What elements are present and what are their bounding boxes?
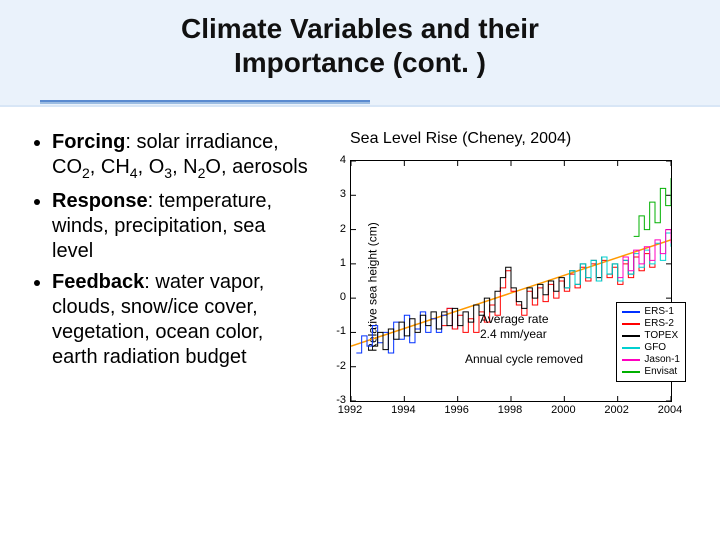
legend-swatch: [622, 347, 640, 349]
forcing-text-d: , N: [172, 156, 198, 178]
x-tick: 1996: [444, 404, 468, 416]
bullet-feedback: Feedback: water vapor, clouds, snow/ice …: [52, 270, 310, 370]
slide: Climate Variables and their Importance (…: [0, 0, 720, 540]
bullet-response: Response: temperature, winds, precipitat…: [52, 189, 310, 264]
bullet-forcing: Forcing: solar irradiance, CO2, CH4, O3,…: [52, 130, 310, 183]
x-tick: 1992: [338, 404, 362, 416]
legend-swatch: [622, 371, 640, 373]
legend-label: GFO: [644, 342, 666, 354]
x-tick: 1998: [498, 404, 522, 416]
title-line-1: Climate Variables and their: [181, 13, 539, 44]
legend-label: TOPEX: [644, 330, 678, 342]
x-tick: 2004: [658, 404, 682, 416]
x-tick: 2000: [551, 404, 575, 416]
forcing-label: Forcing: [52, 131, 125, 153]
legend-item: Envisat: [622, 366, 680, 378]
legend-label: ERS-1: [644, 306, 673, 318]
y-tick: 4: [316, 154, 346, 166]
slide-title: Climate Variables and their Importance (…: [0, 0, 720, 79]
x-tick: 1994: [391, 404, 415, 416]
forcing-text-e: O, aerosols: [205, 156, 307, 178]
annot-rate-1: Average rate: [480, 312, 549, 326]
body-columns: Forcing: solar irradiance, CO2, CH4, O3,…: [0, 130, 720, 422]
annot-cycle: Annual cycle removed: [465, 352, 583, 366]
legend-swatch: [622, 323, 640, 325]
legend-swatch: [622, 311, 640, 313]
forcing-text-c: , O: [138, 156, 165, 178]
y-tick: 3: [316, 188, 346, 200]
legend-item: ERS-2: [622, 318, 680, 330]
title-underline: [40, 100, 370, 104]
legend-swatch: [622, 335, 640, 337]
legend: ERS-1ERS-2TOPEXGFOJason-1Envisat: [616, 302, 686, 382]
legend-swatch: [622, 359, 640, 361]
chart: Relative sea height (cm) -3-2-101234 199…: [310, 152, 690, 422]
y-tick: 2: [316, 223, 346, 235]
feedback-label: Feedback: [52, 271, 144, 293]
y-tick: -1: [316, 325, 346, 337]
legend-item: TOPEX: [622, 330, 680, 342]
y-tick: -2: [316, 360, 346, 372]
title-line-2: Importance (cont. ): [234, 47, 486, 78]
forcing-text-b: , CH: [90, 156, 130, 178]
x-tick: 2002: [604, 404, 628, 416]
annot-rate-2: 2.4 mm/year: [480, 327, 547, 341]
y-tick: 0: [316, 291, 346, 303]
legend-item: GFO: [622, 342, 680, 354]
y-tick: 1: [316, 257, 346, 269]
legend-label: Envisat: [644, 366, 677, 378]
chart-column: Sea Level Rise (Cheney, 2004) Relative s…: [310, 130, 720, 422]
chart-title: Sea Level Rise (Cheney, 2004): [350, 130, 720, 148]
legend-label: ERS-2: [644, 318, 673, 330]
legend-item: Jason-1: [622, 354, 680, 366]
legend-item: ERS-1: [622, 306, 680, 318]
response-label: Response: [52, 190, 148, 212]
legend-label: Jason-1: [644, 354, 680, 366]
bullets-column: Forcing: solar irradiance, CO2, CH4, O3,…: [0, 130, 310, 422]
